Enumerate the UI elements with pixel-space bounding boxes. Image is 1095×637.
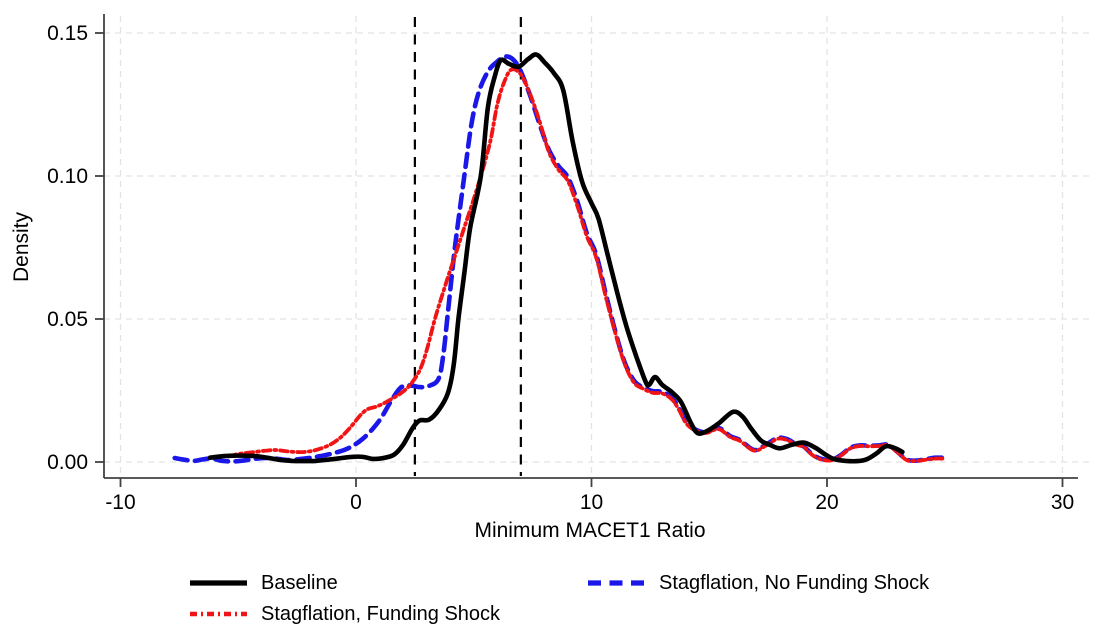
axis-layer: 0.00 0.05 0.10 0.15 -10 0 10 20 30 bbox=[47, 14, 1078, 514]
y-axis-title: Density bbox=[10, 211, 33, 282]
legend-swatch-stagflation-no-funding-shock-icon bbox=[588, 580, 645, 586]
x-axis-title: Minimum MACET1 Ratio bbox=[474, 519, 705, 542]
y-tick-label-0.05: 0.05 bbox=[47, 308, 88, 331]
y-tick-label-0.00: 0.00 bbox=[47, 451, 88, 474]
legend-swatch-stagflation-funding-shock-icon bbox=[190, 611, 247, 617]
x-tick-label-10: 10 bbox=[580, 491, 603, 514]
x-tick-label--10: -10 bbox=[105, 491, 135, 514]
legend-label-stagflation-funding-shock: Stagflation, Funding Shock bbox=[261, 603, 501, 625]
x-tick-label-0: 0 bbox=[350, 491, 362, 514]
x-tick-label-20: 20 bbox=[815, 491, 838, 514]
legend-label-stagflation-no-funding-shock: Stagflation, No Funding Shock bbox=[659, 572, 930, 594]
y-tick-label-0.15: 0.15 bbox=[47, 22, 88, 45]
series-line-baseline bbox=[207, 52, 905, 464]
legend-label-baseline: Baseline bbox=[261, 572, 338, 594]
grid-layer bbox=[104, 16, 1092, 478]
legend-item-stagflation-no-funding-shock: Stagflation, No Funding Shock bbox=[588, 571, 929, 595]
series-layer bbox=[172, 52, 945, 464]
legend-swatch-baseline-icon bbox=[190, 580, 247, 586]
y-tick-label-0.10: 0.10 bbox=[47, 165, 88, 188]
legend-item-baseline: Baseline bbox=[190, 571, 338, 595]
legend-item-stagflation-funding-shock: Stagflation, Funding Shock bbox=[190, 602, 500, 626]
plot-area: 0.00 0.05 0.10 0.15 -10 0 10 20 30 Density Minim… bbox=[10, 14, 1092, 542]
x-tick-label-30: 30 bbox=[1051, 491, 1074, 514]
series-line-stagflation-funding-shock bbox=[226, 67, 945, 464]
reference-lines-layer bbox=[413, 17, 522, 476]
